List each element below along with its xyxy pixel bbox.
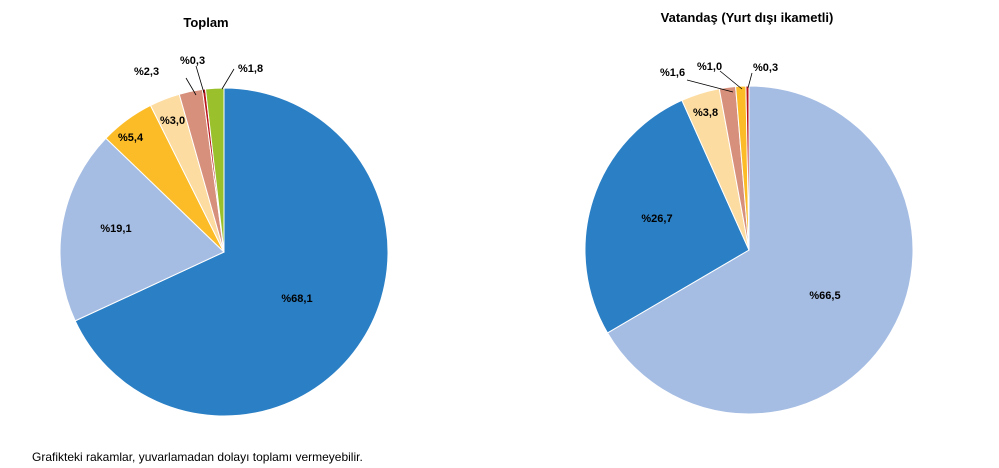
- leader-line: [221, 68, 235, 90]
- data-label: %19,1: [100, 223, 131, 235]
- data-label: %26,7: [641, 213, 672, 225]
- leader-line: [185, 77, 197, 96]
- pie-chart-toplam: Toplam %68,1 %19,1 %5,4 %3,0 %2,3 %0,3 %1,8: [59, 15, 389, 417]
- data-label: %5,4: [118, 132, 144, 144]
- data-label: %66,5: [809, 290, 840, 302]
- leader-line: [686, 79, 734, 93]
- data-label: %3,0: [160, 115, 185, 127]
- pie-slice: [584, 99, 750, 334]
- chart-title: Toplam: [183, 15, 228, 30]
- data-label: %1,0: [697, 61, 722, 73]
- pie-chart-vatandas-yurt-disi-ikametli: Vatandaş (Yurt dışı ikametli) %66,5 %26,7…: [584, 10, 914, 415]
- leader-line: [195, 65, 205, 94]
- data-label: %68,1: [281, 293, 312, 305]
- pie-slice: [204, 87, 225, 253]
- pie-slice: [59, 137, 225, 322]
- data-label: %2,3: [134, 66, 159, 78]
- pie-slice: [606, 85, 914, 415]
- data-label: %0,3: [180, 55, 205, 67]
- data-label: %1,6: [660, 67, 685, 79]
- data-label: %1,8: [238, 63, 263, 75]
- pie-slice: [745, 85, 750, 251]
- chart-title: Vatandaş (Yurt dışı ikametli): [661, 10, 834, 25]
- data-label: %3,8: [693, 107, 718, 119]
- data-label: %0,3: [753, 62, 778, 74]
- leader-line: [747, 72, 753, 89]
- footnote: Grafikteki rakamlar, yuvarlamadan dolayı…: [32, 450, 363, 464]
- pie-slice: [74, 87, 389, 417]
- leader-line: [719, 70, 743, 90]
